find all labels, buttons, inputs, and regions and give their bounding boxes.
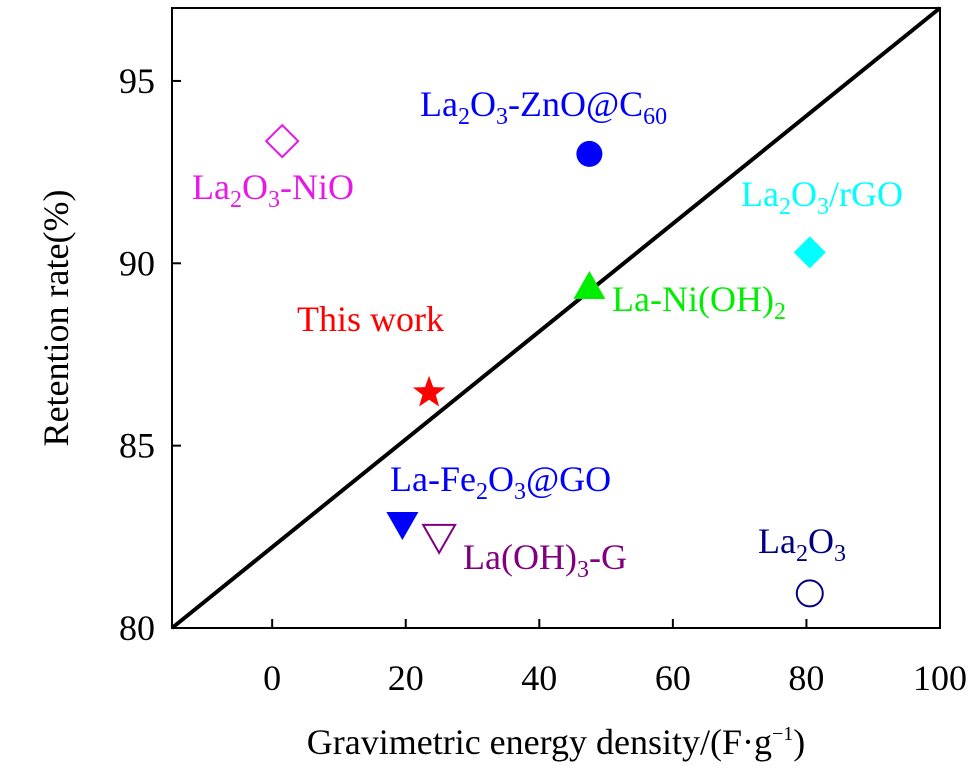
label-la-fe2o3-go: La-Fe2O3@GO [390, 459, 611, 505]
marker-la-ni-oh-2 [573, 271, 606, 299]
y-axis-title: Retention rate(%) [36, 190, 76, 447]
x-tick-label: 0 [263, 658, 281, 698]
label-la-ni-oh2: La-Ni(OH)2 [612, 279, 786, 325]
markers [264, 123, 826, 608]
marker-la2o3-nio [264, 123, 300, 159]
marker-la-oh-3-g [421, 523, 457, 555]
y-tick-label: 80 [119, 608, 155, 648]
x-tick-label: 80 [788, 658, 824, 698]
marker-la2o3-rgo [793, 236, 826, 269]
marker-la2o3-zno-c60 [576, 140, 603, 167]
y-tick-label: 85 [119, 426, 155, 466]
marker-this-work [412, 375, 446, 407]
x-ticks: 0 20 40 60 80 100 [263, 619, 967, 698]
x-tick-label: 20 [388, 658, 424, 698]
x-axis-title: Gravimetric energy density/(F·g−1) [307, 722, 806, 762]
y-ticks: 80 85 90 95 [119, 61, 181, 648]
label-this-work: This work [297, 299, 444, 339]
y-tick-label: 90 [119, 243, 155, 283]
marker-la2o3 [795, 579, 824, 608]
label-la2o3-rgo: La2O3/rGO [741, 174, 903, 220]
label-la2o3: La2O3 [758, 521, 846, 567]
trend-line [170, 6, 942, 630]
marker-la-fe2o3-go [386, 512, 419, 541]
y-tick-label: 95 [119, 61, 155, 101]
plot-frame [171, 7, 941, 629]
label-la-oh3-g: La(OH)3-G [463, 537, 627, 583]
label-la2o3-zno-c60: La2O3-ZnO@C60 [420, 84, 667, 130]
x-tick-label: 40 [521, 658, 557, 698]
x-tick-label: 60 [655, 658, 691, 698]
label-la2o3-nio: La2O3-NiO [192, 167, 354, 213]
x-tick-label: 100 [913, 658, 967, 698]
